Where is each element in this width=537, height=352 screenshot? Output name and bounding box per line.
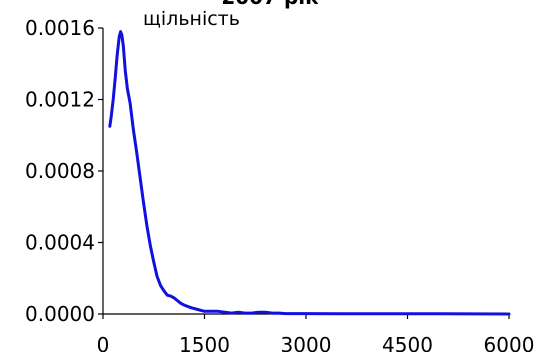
density-line — [108, 30, 511, 316]
x-tick-label: 1500 — [179, 333, 230, 352]
y-tick-label: 0.0000 — [25, 302, 95, 326]
y-tick-label: 0.0008 — [25, 159, 95, 183]
chart-axes: 0.0000 0.0004 0.0008 0.0012 0.0016 0 1500 3000 4… — [25, 16, 534, 352]
y-tick-label: 0.0004 — [25, 231, 95, 255]
chart-title: 2007 рік — [221, 0, 319, 9]
x-tick-label: 4500 — [382, 333, 433, 352]
y-tick-label: 0.0012 — [25, 88, 95, 112]
x-tick-label: 3000 — [281, 333, 332, 352]
y-axis-annotation: щільність — [143, 8, 240, 30]
x-tick-label: 0 — [97, 333, 110, 352]
x-tick-label: 6000 — [484, 333, 535, 352]
chart-labels: 2007 рік щільність — [143, 0, 319, 30]
y-tick-label: 0.0016 — [25, 16, 95, 40]
series-layer — [108, 30, 511, 316]
